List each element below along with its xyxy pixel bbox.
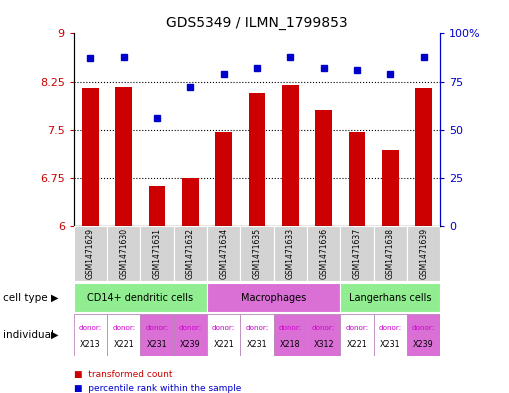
Bar xyxy=(174,314,207,356)
Bar xyxy=(307,226,341,281)
Bar xyxy=(207,314,240,356)
Bar xyxy=(316,110,332,226)
Bar xyxy=(174,226,207,281)
Text: GSM1471633: GSM1471633 xyxy=(286,228,295,279)
Text: X218: X218 xyxy=(280,340,301,349)
Bar xyxy=(82,88,99,226)
Bar xyxy=(274,314,307,356)
Text: X213: X213 xyxy=(80,340,101,349)
Text: Macrophages: Macrophages xyxy=(241,293,306,303)
Bar xyxy=(274,226,307,281)
Text: individual: individual xyxy=(3,330,53,340)
Text: GSM1471634: GSM1471634 xyxy=(219,228,228,279)
Bar xyxy=(207,283,341,312)
Bar xyxy=(74,314,107,356)
Text: GSM1471635: GSM1471635 xyxy=(252,228,262,279)
Bar xyxy=(74,226,107,281)
Bar xyxy=(107,314,140,356)
Bar xyxy=(407,314,440,356)
Bar xyxy=(374,314,407,356)
Bar xyxy=(107,226,140,281)
Bar xyxy=(215,132,232,226)
Text: donor:: donor: xyxy=(146,325,168,331)
Text: donor:: donor: xyxy=(112,325,135,331)
Bar xyxy=(249,93,265,226)
Text: ▶: ▶ xyxy=(51,293,59,303)
Text: X239: X239 xyxy=(413,340,434,349)
Text: donor:: donor: xyxy=(412,325,435,331)
Text: donor:: donor: xyxy=(312,325,335,331)
Text: GSM1471636: GSM1471636 xyxy=(319,228,328,279)
Text: GSM1471629: GSM1471629 xyxy=(86,228,95,279)
Bar xyxy=(74,283,207,312)
Bar xyxy=(282,85,299,226)
Text: donor:: donor: xyxy=(279,325,302,331)
Bar xyxy=(149,186,165,226)
Bar xyxy=(240,226,274,281)
Bar xyxy=(140,226,174,281)
Bar xyxy=(240,314,274,356)
Text: X231: X231 xyxy=(380,340,401,349)
Title: GDS5349 / ILMN_1799853: GDS5349 / ILMN_1799853 xyxy=(166,16,348,29)
Text: X312: X312 xyxy=(314,340,334,349)
Text: GSM1471639: GSM1471639 xyxy=(419,228,428,279)
Text: donor:: donor: xyxy=(212,325,235,331)
Text: X221: X221 xyxy=(347,340,367,349)
Text: GSM1471630: GSM1471630 xyxy=(119,228,128,279)
Text: ▶: ▶ xyxy=(51,330,59,340)
Bar xyxy=(415,88,432,226)
Text: X221: X221 xyxy=(114,340,134,349)
Text: ■  transformed count: ■ transformed count xyxy=(74,370,173,378)
Text: CD14+ dendritic cells: CD14+ dendritic cells xyxy=(88,293,193,303)
Text: GSM1471637: GSM1471637 xyxy=(353,228,361,279)
Text: GSM1471632: GSM1471632 xyxy=(186,228,195,279)
Bar xyxy=(307,314,341,356)
Text: donor:: donor: xyxy=(346,325,369,331)
Bar xyxy=(341,283,440,312)
Bar xyxy=(182,178,199,226)
Bar xyxy=(382,150,399,226)
Bar xyxy=(341,226,374,281)
Text: X231: X231 xyxy=(147,340,167,349)
Text: X239: X239 xyxy=(180,340,201,349)
Text: GSM1471631: GSM1471631 xyxy=(153,228,161,279)
Text: X221: X221 xyxy=(213,340,234,349)
Text: donor:: donor: xyxy=(79,325,102,331)
Text: cell type: cell type xyxy=(3,293,47,303)
Bar xyxy=(374,226,407,281)
Text: donor:: donor: xyxy=(379,325,402,331)
Text: GSM1471638: GSM1471638 xyxy=(386,228,395,279)
Text: donor:: donor: xyxy=(245,325,269,331)
Text: Langerhans cells: Langerhans cells xyxy=(349,293,432,303)
Text: X231: X231 xyxy=(247,340,267,349)
Bar xyxy=(140,314,174,356)
Bar xyxy=(349,132,365,226)
Bar xyxy=(116,87,132,226)
Bar xyxy=(207,226,240,281)
Bar xyxy=(341,314,374,356)
Text: donor:: donor: xyxy=(179,325,202,331)
Bar xyxy=(407,226,440,281)
Text: ■  percentile rank within the sample: ■ percentile rank within the sample xyxy=(74,384,241,393)
